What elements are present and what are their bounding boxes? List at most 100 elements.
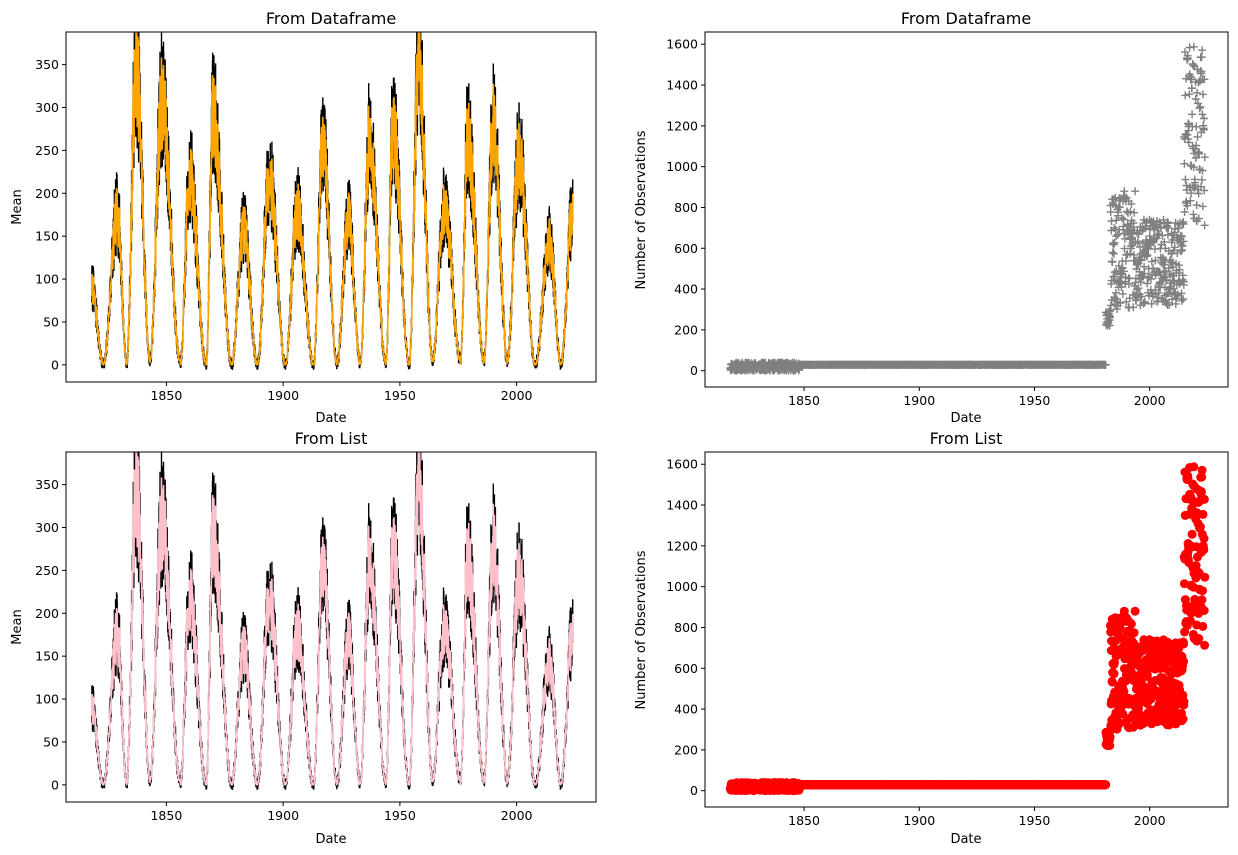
point-marker (1179, 639, 1188, 649)
y-tick-label: 1200 (666, 118, 698, 133)
point-marker (1178, 714, 1188, 724)
y-tick-label: 800 (674, 620, 698, 635)
x-axis-label: Date (950, 411, 981, 426)
y-tick-label: 0 (690, 783, 698, 798)
y-tick-label: 1000 (666, 579, 698, 594)
y-tick-label: 200 (674, 742, 698, 757)
point-marker (1198, 621, 1208, 631)
point-marker (1197, 472, 1207, 482)
y-tick-label: 250 (35, 143, 59, 158)
subplot-top-right: From Dataframe Date Number of Observatio… (634, 9, 1229, 426)
point-marker (1105, 741, 1115, 751)
x-tick-label: 2000 (1134, 813, 1166, 828)
point-marker (1199, 606, 1209, 615)
y-tick-label: 100 (35, 272, 59, 287)
y-axis-label: Number of Observations (634, 550, 649, 709)
y-tick-label: 250 (35, 563, 59, 578)
y-axis-label: Number of Observations (634, 130, 649, 289)
y-tick-label: 300 (35, 100, 59, 115)
point-marker (1200, 572, 1210, 582)
y-tick-label: 600 (674, 241, 698, 256)
point-marker (1107, 677, 1117, 687)
x-axis-label: Date (315, 832, 346, 847)
chart-title: From List (930, 429, 1003, 448)
plus-markers (726, 42, 1209, 375)
plot-area (726, 42, 1209, 375)
mean-line (90, 32, 574, 366)
y-tick-label: 300 (35, 520, 59, 535)
plot-area (90, 32, 574, 370)
point-marker (1198, 509, 1208, 519)
y-tick-label: 400 (674, 702, 698, 717)
y-tick-label: 350 (35, 477, 59, 492)
point-marker (1189, 462, 1199, 472)
y-tick-label: 1000 (666, 159, 698, 174)
y-tick-label: 0 (51, 777, 59, 792)
y-tick-label: 1600 (666, 37, 698, 52)
point-marker (1197, 487, 1206, 497)
point-marker (1179, 656, 1189, 666)
x-tick-label: 1950 (1019, 393, 1051, 408)
y-tick-label: 150 (35, 649, 59, 664)
point-marker (1197, 595, 1207, 605)
x-tick-label: 1850 (788, 813, 820, 828)
x-tick-label: 1850 (150, 388, 182, 403)
point-marker (1109, 669, 1119, 679)
plot-area (725, 462, 1210, 796)
x-tick-label: 2000 (1134, 393, 1166, 408)
point-marker (1129, 628, 1139, 638)
x-tick-label: 1900 (903, 393, 935, 408)
x-tick-label: 1950 (384, 808, 416, 823)
point-marker (1118, 709, 1128, 719)
y-axis-label: Mean (10, 189, 25, 224)
y-tick-label: 0 (690, 363, 698, 378)
y-tick-label: 50 (43, 314, 59, 329)
y-tick-label: 150 (35, 229, 59, 244)
x-tick-label: 1950 (384, 388, 416, 403)
chart-title: From Dataframe (266, 9, 396, 28)
y-axis-label: Mean (10, 609, 25, 644)
y-tick-label: 0 (51, 357, 59, 372)
x-tick-label: 1900 (903, 813, 935, 828)
axes-frame (65, 31, 597, 383)
y-tick-label: 600 (674, 661, 698, 676)
x-tick-label: 1900 (267, 808, 299, 823)
chart-title: From Dataframe (901, 9, 1031, 28)
x-tick-label: 1900 (267, 388, 299, 403)
point-marker (1194, 634, 1204, 643)
point-marker (1187, 529, 1197, 539)
x-tick-label: 1850 (788, 393, 820, 408)
observation-markers (726, 42, 1209, 375)
subplot-bottom-left: From List Date Mean 1850 1900 1950 2000 0 50 1… (10, 429, 597, 847)
y-tick-label: 1400 (666, 78, 698, 93)
x-tick-label: 2000 (501, 808, 533, 823)
y-tick-label: 1600 (666, 457, 698, 472)
x-tick-label: 1850 (150, 808, 182, 823)
point-marker (1197, 465, 1207, 475)
chart-title: From List (295, 429, 368, 448)
subplot-bottom-right: From List Date Number of Observations 18… (634, 429, 1229, 847)
y-tick-label: 50 (43, 734, 59, 749)
y-tick-label: 200 (35, 186, 59, 201)
y-tick-label: 1200 (666, 538, 698, 553)
mean-line (90, 452, 574, 786)
point-marker (1199, 534, 1209, 543)
y-tick-label: 200 (674, 322, 698, 337)
subplot-top-left: From Dataframe Date Mean 1850 1900 1950 200… (10, 9, 597, 426)
x-axis-label: Date (315, 411, 346, 426)
axes-frame (704, 31, 1229, 388)
point-marker (1105, 732, 1115, 742)
y-tick-label: 1400 (666, 498, 698, 513)
point-marker (1129, 638, 1138, 648)
point-marker (1200, 640, 1210, 650)
y-tick-label: 200 (35, 606, 59, 621)
point-marker (1195, 522, 1205, 532)
y-tick-label: 400 (674, 282, 698, 297)
point-marker (1130, 606, 1140, 616)
point-marker (1199, 545, 1209, 555)
y-tick-label: 350 (35, 57, 59, 72)
point-marker (1179, 697, 1189, 707)
x-tick-label: 1950 (1019, 813, 1051, 828)
plot-area (90, 452, 574, 790)
